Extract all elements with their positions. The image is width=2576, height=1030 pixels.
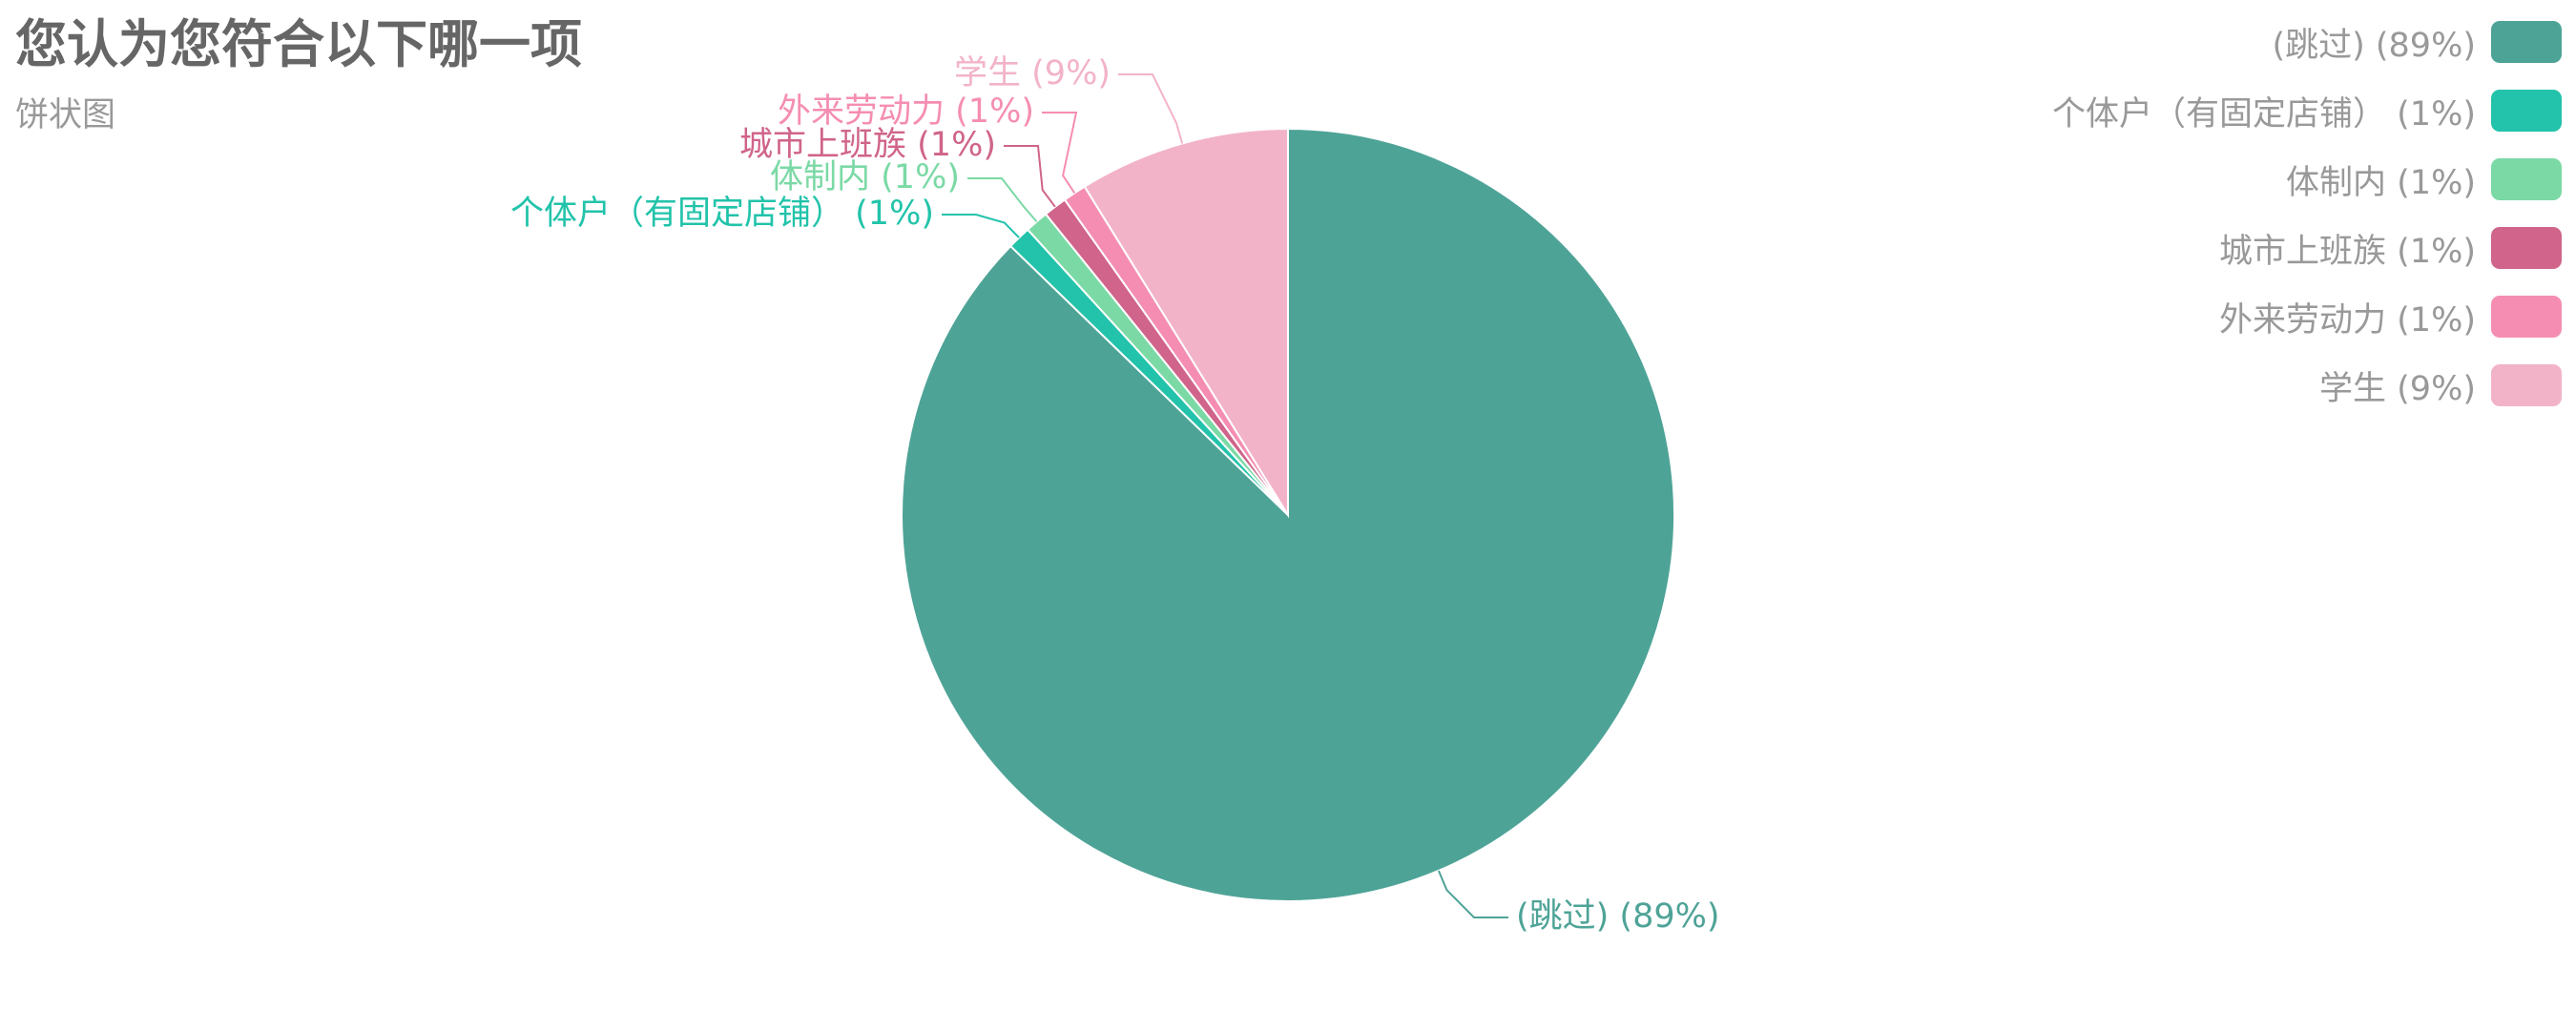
- legend-item-0[interactable]: (跳过) (89%): [2272, 8, 2562, 76]
- legend-label: 外来劳动力 (1%): [2219, 300, 2476, 340]
- legend-item-2[interactable]: 体制内 (1%): [2286, 145, 2562, 214]
- legend-swatch: [2491, 21, 2562, 63]
- legend-label: 城市上班族 (1%): [2219, 232, 2476, 271]
- legend-item-5[interactable]: 学生 (9%): [2319, 351, 2562, 420]
- legend-item-3[interactable]: 城市上班族 (1%): [2219, 214, 2562, 282]
- legend-swatch: [2491, 158, 2562, 200]
- chart-subtitle: 饼状图: [15, 96, 116, 134]
- legend-label: 学生 (9%): [2319, 369, 2476, 408]
- legend-label: 个体户（有固定店铺） (1%): [2052, 94, 2476, 134]
- legend-swatch: [2491, 296, 2562, 338]
- slice-label-1: 个体户（有固定店铺） (1%): [510, 195, 934, 233]
- label-line-0: [1437, 870, 1508, 918]
- slice-label-4: 外来劳动力 (1%): [778, 93, 1034, 131]
- legend-swatch: [2491, 90, 2562, 132]
- label-line-2: [967, 177, 1038, 223]
- label-line-1: [942, 214, 1020, 238]
- legend-item-4[interactable]: 外来劳动力 (1%): [2219, 282, 2562, 351]
- slice-label-3: 城市上班族 (1%): [739, 126, 996, 164]
- label-line-4: [1042, 112, 1078, 194]
- legend-label: 体制内 (1%): [2286, 163, 2476, 202]
- slice-label-5: 学生 (9%): [954, 54, 1111, 93]
- slice-label-0: (跳过) (89%): [1516, 897, 1720, 936]
- chart-title: 您认为您符合以下哪一项: [15, 14, 582, 74]
- label-line-5: [1118, 73, 1184, 144]
- legend-swatch: [2491, 364, 2562, 406]
- legend-label: (跳过) (89%): [2272, 26, 2476, 65]
- legend-swatch: [2491, 227, 2562, 269]
- label-line-3: [1004, 145, 1056, 208]
- legend-item-1[interactable]: 个体户（有固定店铺） (1%): [2052, 76, 2562, 145]
- legend: (跳过) (89%) 个体户（有固定店铺） (1%) 体制内 (1%) 城市上班族 (…: [2052, 8, 2562, 420]
- slice-label-2: 体制内 (1%): [770, 158, 960, 196]
